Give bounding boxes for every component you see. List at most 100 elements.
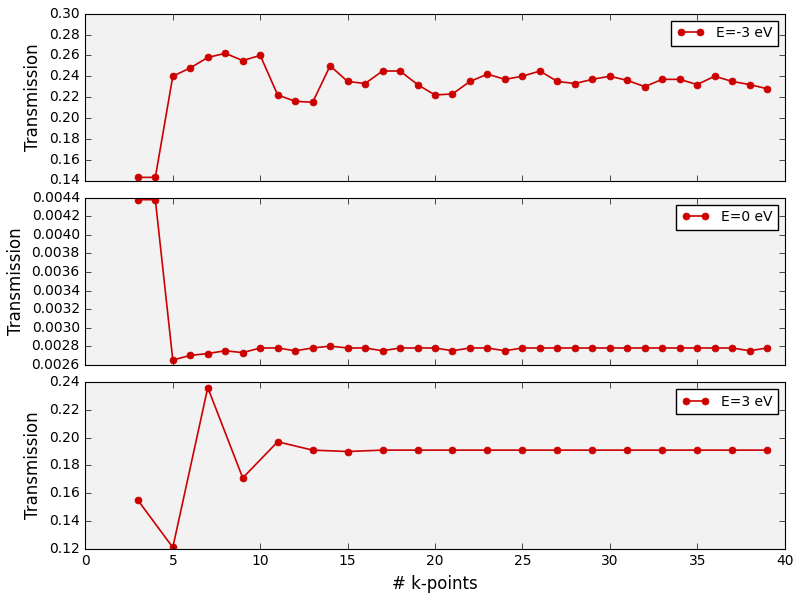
Y-axis label: Transmission: Transmission <box>24 43 42 151</box>
E=-3 eV <box>308 98 318 106</box>
E=3 eV <box>762 446 772 454</box>
E=3 eV <box>587 446 597 454</box>
E=3 eV <box>448 446 458 454</box>
E=0 eV <box>692 344 702 352</box>
E=0 eV <box>675 344 685 352</box>
E=0 eV <box>710 344 719 352</box>
E=0 eV <box>587 344 597 352</box>
E=-3 eV <box>343 78 353 85</box>
E=0 eV <box>658 344 667 352</box>
E=3 eV <box>482 446 492 454</box>
E=-3 eV <box>186 64 195 71</box>
E=-3 eV <box>535 67 545 74</box>
E=-3 eV <box>255 52 265 59</box>
E=-3 eV <box>482 71 492 78</box>
E=-3 eV <box>465 78 474 85</box>
E=0 eV <box>290 347 300 355</box>
E=3 eV <box>133 497 142 504</box>
E=0 eV <box>133 196 142 203</box>
E=0 eV <box>500 347 510 355</box>
E=-3 eV <box>518 73 527 80</box>
E=-3 eV <box>553 78 562 85</box>
E=0 eV <box>255 344 265 352</box>
E=0 eV <box>395 344 405 352</box>
E=0 eV <box>448 347 458 355</box>
E=0 eV <box>570 344 580 352</box>
E=3 eV <box>658 446 667 454</box>
Line: E=-3 eV: E=-3 eV <box>134 50 770 181</box>
E=-3 eV <box>430 91 440 98</box>
E=-3 eV <box>203 54 213 61</box>
Line: E=0 eV: E=0 eV <box>134 196 770 364</box>
E=0 eV <box>413 344 422 352</box>
E=3 eV <box>238 475 247 482</box>
E=0 eV <box>221 347 230 355</box>
E=0 eV <box>430 344 440 352</box>
E=-3 eV <box>395 67 405 74</box>
E=-3 eV <box>273 91 282 98</box>
E=-3 eV <box>762 85 772 92</box>
E=3 eV <box>727 446 737 454</box>
E=0 eV <box>203 350 213 357</box>
E=0 eV <box>640 344 650 352</box>
E=3 eV <box>343 448 353 455</box>
Legend: E=-3 eV: E=-3 eV <box>671 20 778 46</box>
E=-3 eV <box>692 81 702 88</box>
E=0 eV <box>553 344 562 352</box>
E=0 eV <box>186 352 195 359</box>
Y-axis label: Transmission: Transmission <box>6 227 25 335</box>
E=0 eV <box>482 344 492 352</box>
E=0 eV <box>762 344 772 352</box>
E=-3 eV <box>622 77 632 84</box>
E=-3 eV <box>168 73 178 80</box>
E=3 eV <box>553 446 562 454</box>
E=0 eV <box>360 344 370 352</box>
E=-3 eV <box>587 76 597 83</box>
E=-3 eV <box>745 81 754 88</box>
E=0 eV <box>745 347 754 355</box>
E=-3 eV <box>570 80 580 87</box>
E=0 eV <box>465 344 474 352</box>
E=0 eV <box>605 344 614 352</box>
E=-3 eV <box>221 50 230 57</box>
E=3 eV <box>308 446 318 454</box>
E=-3 eV <box>675 76 685 83</box>
E=-3 eV <box>413 81 422 88</box>
E=-3 eV <box>326 62 335 70</box>
E=-3 eV <box>290 98 300 105</box>
E=-3 eV <box>378 67 387 74</box>
E=0 eV <box>273 344 282 352</box>
E=3 eV <box>168 544 178 551</box>
E=-3 eV <box>500 76 510 83</box>
E=0 eV <box>308 344 318 352</box>
E=3 eV <box>622 446 632 454</box>
Legend: E=3 eV: E=3 eV <box>676 389 778 414</box>
E=-3 eV <box>658 76 667 83</box>
Legend: E=0 eV: E=0 eV <box>676 205 778 230</box>
E=3 eV <box>692 446 702 454</box>
E=0 eV <box>168 356 178 364</box>
E=0 eV <box>518 344 527 352</box>
E=3 eV <box>203 384 213 391</box>
E=-3 eV <box>710 73 719 80</box>
E=0 eV <box>378 347 387 355</box>
E=0 eV <box>535 344 545 352</box>
E=-3 eV <box>448 91 458 98</box>
E=-3 eV <box>133 174 142 181</box>
E=0 eV <box>238 349 247 356</box>
E=0 eV <box>727 344 737 352</box>
E=3 eV <box>413 446 422 454</box>
E=0 eV <box>150 196 160 203</box>
E=3 eV <box>518 446 527 454</box>
E=0 eV <box>326 343 335 350</box>
E=3 eV <box>378 446 387 454</box>
X-axis label: # k-points: # k-points <box>392 575 478 593</box>
Line: E=3 eV: E=3 eV <box>134 384 770 551</box>
Y-axis label: Transmission: Transmission <box>24 412 42 519</box>
E=-3 eV <box>727 78 737 85</box>
E=-3 eV <box>238 57 247 64</box>
E=0 eV <box>343 344 353 352</box>
E=-3 eV <box>640 83 650 90</box>
E=-3 eV <box>605 73 614 80</box>
E=3 eV <box>273 438 282 445</box>
